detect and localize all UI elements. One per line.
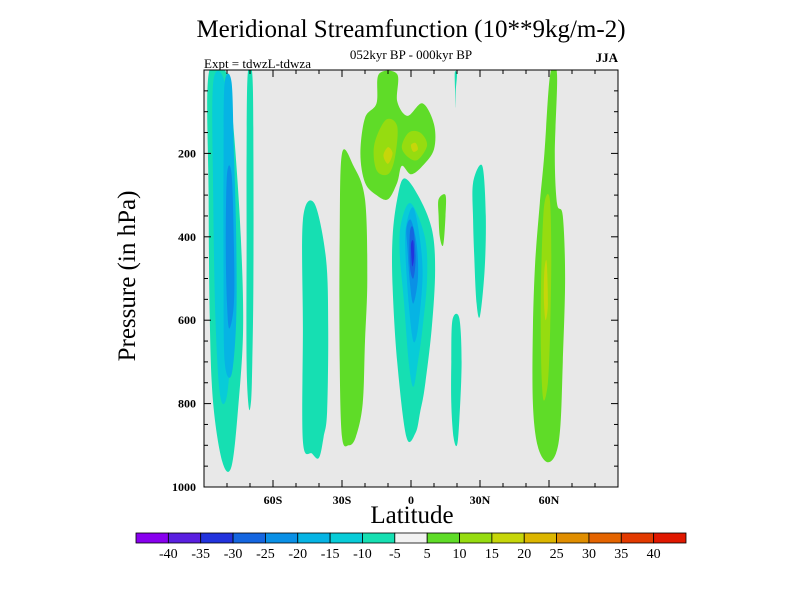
contour-region-12 [454, 70, 458, 108]
colorbar-box [523, 532, 557, 544]
colorbar-label: 15 [485, 547, 499, 562]
y-tick-label: 600 [178, 313, 196, 327]
colorbar-box [459, 532, 493, 544]
colorbar-label: -40 [159, 547, 178, 562]
colorbar-label: -15 [321, 547, 340, 562]
colorbar-box [135, 532, 169, 544]
contour-region-11 [410, 142, 418, 152]
season-label: JJA [595, 50, 618, 65]
colorbar-box [297, 532, 331, 544]
contour-region-24 [543, 259, 548, 321]
y-tick-label: 400 [178, 230, 196, 244]
colorbar-label: -30 [224, 547, 243, 562]
colorbar-box [588, 532, 622, 544]
colorbar-label: -10 [353, 547, 372, 562]
x-axis-label: Latitude [370, 502, 454, 529]
colorbar-box [426, 532, 460, 544]
axes: 60S 30S 0 30N 60N 200 400 600 800 1000 [172, 69, 619, 507]
colorbar-label: 10 [453, 547, 467, 562]
y-tick-label: 1000 [172, 480, 196, 494]
contour-region-18 [410, 240, 415, 267]
chart-title: Meridional Streamfunction (10**9kg/m-2) [196, 16, 626, 43]
colorbar-label: 20 [517, 547, 531, 562]
colorbar-box [653, 532, 687, 544]
colorbar-box [491, 532, 525, 544]
colorbar-label: 35 [614, 547, 628, 562]
x-tick-label: 60S [264, 493, 283, 507]
contour-region-6 [339, 149, 368, 447]
x-tick-label: 30S [333, 493, 352, 507]
contour-region-5 [302, 200, 329, 459]
x-tick-label: 0 [408, 493, 414, 507]
y-tick-label: 200 [178, 146, 196, 160]
y-tick-label: 800 [178, 397, 196, 411]
colorbar-label: 30 [582, 547, 596, 562]
colorbar-label: -35 [191, 547, 210, 562]
colorbar-label: 40 [647, 547, 661, 562]
colorbar: -40 -35 -30 -25 -20 -15 -10 -5 5 10 15 20 25 30 35 40 [135, 532, 687, 562]
colorbar-label: -5 [389, 547, 401, 562]
experiment-label: Expt = tdwzL-tdwza [204, 56, 311, 71]
colorbar-box [620, 532, 655, 544]
contour-region-4 [246, 70, 254, 411]
chart-subtitle: 052kyr BP - 000kyr BP [349, 47, 473, 62]
colorbar-box [394, 532, 428, 544]
plot-area [204, 70, 618, 487]
colorbar-box [265, 532, 299, 544]
colorbar-label: 5 [424, 547, 431, 562]
contour-region-8 [373, 118, 398, 176]
colorbar-box [200, 532, 234, 544]
x-tick-label: 30N [470, 493, 491, 507]
colorbar-box [556, 532, 590, 544]
contour-region-21 [472, 164, 486, 318]
colorbar-label: -20 [288, 547, 307, 562]
colorbar-box [167, 532, 202, 544]
x-tick-label: 60N [539, 493, 560, 507]
colorbar-label: -25 [256, 547, 275, 562]
colorbar-label: 25 [550, 547, 564, 562]
colorbar-box [329, 532, 363, 544]
contour-region-9 [383, 147, 393, 164]
contour-region-20 [451, 313, 462, 447]
colorbar-box [362, 532, 396, 544]
contour-region-3 [225, 165, 235, 329]
contour-region-19 [438, 194, 447, 247]
colorbar-box [232, 532, 266, 544]
